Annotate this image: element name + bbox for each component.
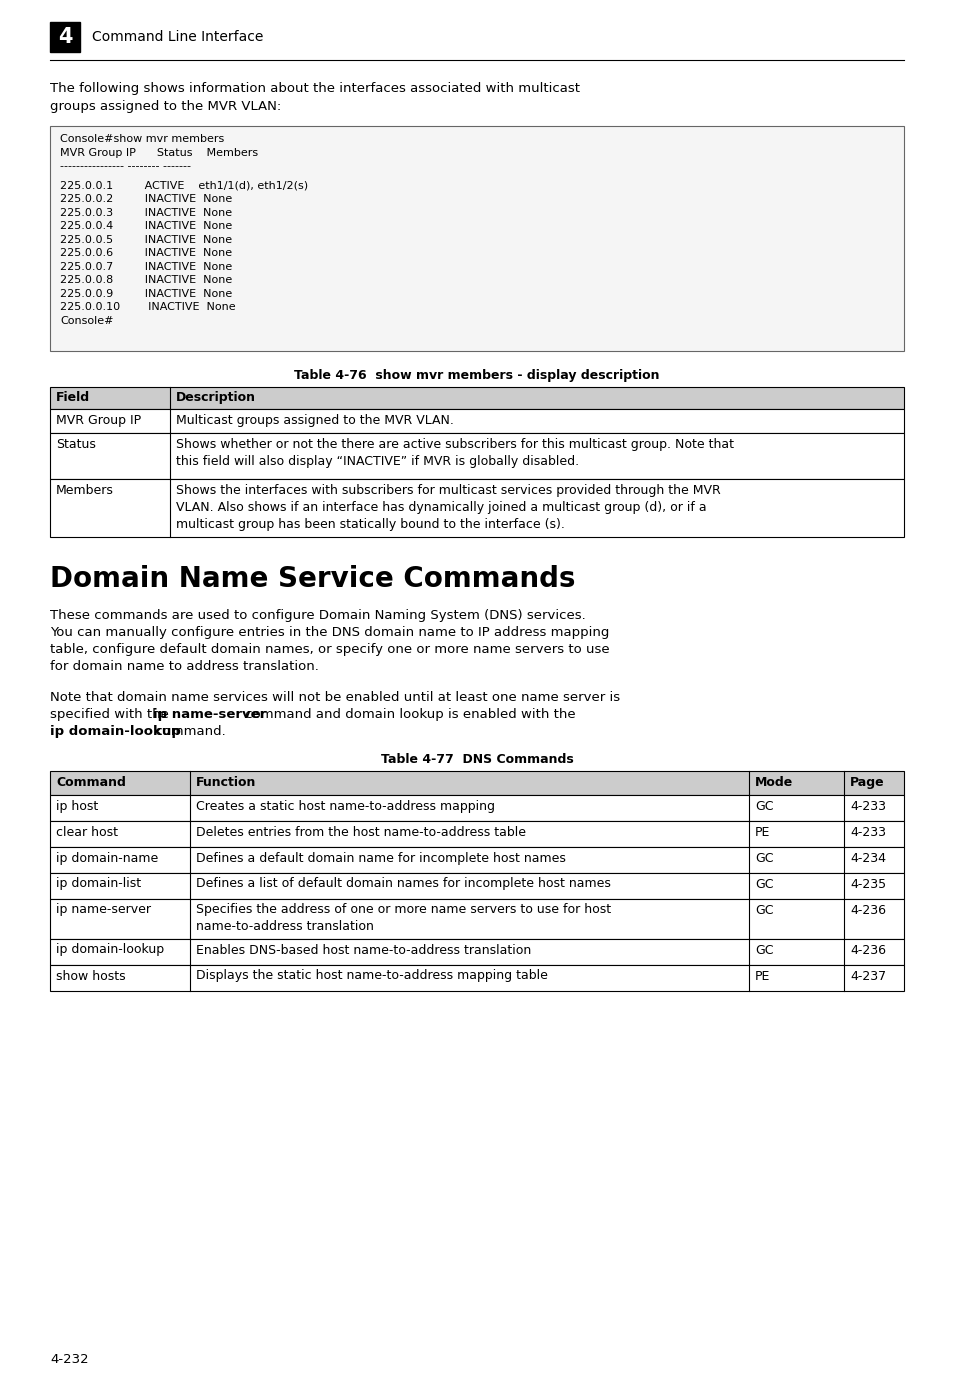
Text: Domain Name Service Commands: Domain Name Service Commands	[50, 565, 575, 593]
Text: MVR Group IP      Status    Members: MVR Group IP Status Members	[60, 147, 258, 157]
Text: 4-234: 4-234	[849, 851, 885, 865]
Text: Description: Description	[175, 391, 255, 404]
Text: Defines a list of default domain names for incomplete host names: Defines a list of default domain names f…	[195, 877, 610, 891]
Text: ip domain-list: ip domain-list	[56, 877, 141, 891]
Text: show hosts: show hosts	[56, 969, 126, 983]
Text: command and domain lookup is enabled with the: command and domain lookup is enabled wit…	[240, 708, 575, 720]
Text: Enables DNS-based host name-to-address translation: Enables DNS-based host name-to-address t…	[195, 944, 531, 956]
Bar	[50, 873, 903, 898]
Text: Creates a static host name-to-address mapping: Creates a static host name-to-address ma…	[195, 799, 495, 812]
Text: Deletes entries from the host name-to-address table: Deletes entries from the host name-to-ad…	[195, 826, 525, 838]
Bar	[50, 938, 903, 965]
Text: Field: Field	[56, 391, 90, 404]
Text: PE: PE	[754, 969, 770, 983]
Text: Note that domain name services will not be enabled until at least one name serve: Note that domain name services will not …	[50, 690, 619, 704]
Text: Command: Command	[56, 776, 126, 788]
Text: Defines a default domain name for incomplete host names: Defines a default domain name for incomp…	[195, 851, 565, 865]
Text: 225.0.0.4         INACTIVE  None: 225.0.0.4 INACTIVE None	[60, 221, 232, 230]
Text: Displays the static host name-to-address mapping table: Displays the static host name-to-address…	[195, 969, 547, 983]
Text: GC: GC	[754, 799, 773, 812]
Text: groups assigned to the MVR VLAN:: groups assigned to the MVR VLAN:	[50, 100, 281, 112]
Text: MVR Group IP: MVR Group IP	[56, 414, 141, 426]
Bar	[50, 820, 903, 847]
Text: 225.0.0.7         INACTIVE  None: 225.0.0.7 INACTIVE None	[60, 261, 232, 272]
Text: 225.0.0.8         INACTIVE  None: 225.0.0.8 INACTIVE None	[60, 275, 232, 285]
Text: clear host: clear host	[56, 826, 118, 838]
Text: PE: PE	[754, 826, 770, 838]
Text: ip host: ip host	[56, 799, 98, 812]
Text: Mode: Mode	[754, 776, 792, 788]
Text: 4-232: 4-232	[50, 1353, 89, 1366]
Text: Table 4-77  DNS Commands: Table 4-77 DNS Commands	[380, 752, 573, 766]
Text: Members: Members	[56, 483, 113, 497]
Text: ---------------- -------- -------: ---------------- -------- -------	[60, 161, 191, 171]
Bar	[50, 898, 903, 938]
Text: Console#: Console#	[60, 315, 113, 326]
Text: Shows whether or not the there are active subscribers for this multicast group. : Shows whether or not the there are activ…	[175, 437, 733, 468]
Text: 225.0.0.1         ACTIVE    eth1/1(d), eth1/2(s): 225.0.0.1 ACTIVE eth1/1(d), eth1/2(s)	[60, 180, 308, 190]
Text: 4-233: 4-233	[849, 799, 885, 812]
Text: 4-233: 4-233	[849, 826, 885, 838]
Bar	[50, 847, 903, 873]
Text: 4-236: 4-236	[849, 904, 885, 916]
Text: 4: 4	[58, 26, 72, 47]
Text: GC: GC	[754, 851, 773, 865]
Text: Specifies the address of one or more name servers to use for host
name-to-addres: Specifies the address of one or more nam…	[195, 904, 611, 934]
Text: Console#show mvr members: Console#show mvr members	[60, 135, 224, 144]
Text: command.: command.	[151, 725, 225, 737]
Text: ip name-server: ip name-server	[56, 904, 151, 916]
Text: for domain name to address translation.: for domain name to address translation.	[50, 659, 318, 673]
Text: The following shows information about the interfaces associated with multicast: The following shows information about th…	[50, 82, 579, 94]
Text: 4-236: 4-236	[849, 944, 885, 956]
Text: 225.0.0.10        INACTIVE  None: 225.0.0.10 INACTIVE None	[60, 303, 235, 312]
Text: 4-237: 4-237	[849, 969, 885, 983]
Bar	[50, 386, 903, 408]
Text: You can manually configure entries in the DNS domain name to IP address mapping: You can manually configure entries in th…	[50, 626, 609, 638]
Text: These commands are used to configure Domain Naming System (DNS) services.: These commands are used to configure Dom…	[50, 608, 585, 622]
Text: Function: Function	[195, 776, 256, 788]
Bar	[50, 408, 903, 433]
Text: 225.0.0.6         INACTIVE  None: 225.0.0.6 INACTIVE None	[60, 248, 232, 258]
Bar	[50, 126, 903, 351]
Text: Command Line Interface: Command Line Interface	[91, 31, 263, 44]
Text: GC: GC	[754, 877, 773, 891]
Bar	[50, 479, 903, 537]
Bar	[50, 965, 903, 991]
Text: ip domain-name: ip domain-name	[56, 851, 158, 865]
Text: 225.0.0.5         INACTIVE  None: 225.0.0.5 INACTIVE None	[60, 235, 232, 244]
Text: GC: GC	[754, 944, 773, 956]
Text: GC: GC	[754, 904, 773, 916]
Text: Shows the interfaces with subscribers for multicast services provided through th: Shows the interfaces with subscribers fo…	[175, 483, 720, 530]
Bar	[50, 794, 903, 820]
Text: ip name-server: ip name-server	[152, 708, 266, 720]
Bar	[50, 22, 80, 51]
Text: 225.0.0.2         INACTIVE  None: 225.0.0.2 INACTIVE None	[60, 194, 232, 204]
Text: ip domain-lookup: ip domain-lookup	[56, 944, 164, 956]
Bar	[50, 770, 903, 794]
Text: Multicast groups assigned to the MVR VLAN.: Multicast groups assigned to the MVR VLA…	[175, 414, 454, 426]
Text: 4-235: 4-235	[849, 877, 885, 891]
Text: Page: Page	[849, 776, 883, 788]
Text: table, configure default domain names, or specify one or more name servers to us: table, configure default domain names, o…	[50, 643, 609, 655]
Text: ip domain-lookup: ip domain-lookup	[50, 725, 181, 737]
Bar	[50, 433, 903, 479]
Text: Status: Status	[56, 437, 95, 451]
Text: 225.0.0.9         INACTIVE  None: 225.0.0.9 INACTIVE None	[60, 289, 232, 298]
Text: 225.0.0.3         INACTIVE  None: 225.0.0.3 INACTIVE None	[60, 208, 232, 218]
Text: Table 4-76  show mvr members - display description: Table 4-76 show mvr members - display de…	[294, 368, 659, 382]
Text: specified with the: specified with the	[50, 708, 172, 720]
